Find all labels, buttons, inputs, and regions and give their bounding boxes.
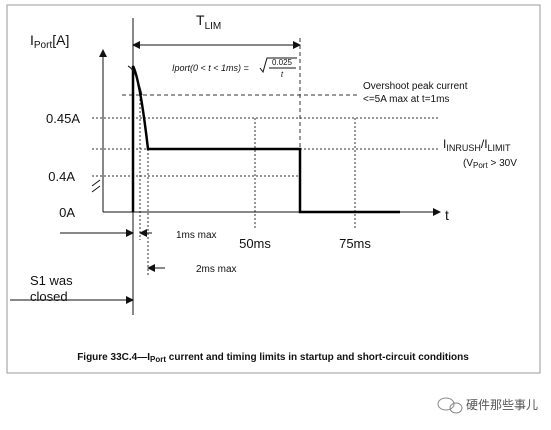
x-axis-label: t: [445, 207, 449, 223]
voltage-sub: Port: [473, 161, 488, 170]
level-label: 0.4A: [48, 169, 75, 184]
s1-note: closed: [30, 289, 68, 304]
sqrt-sign: [259, 57, 297, 74]
tlim-sub: LIM: [205, 21, 222, 32]
s1-note: S1 was: [30, 273, 73, 288]
timing-note: 1ms max: [176, 230, 217, 241]
time-label: 50ms: [239, 236, 271, 251]
voltage-note: (VPort > 30V: [463, 158, 517, 170]
formula-lhs: Iport(0 < t < 1ms) =: [172, 63, 249, 73]
time-label: 75ms: [339, 236, 371, 251]
caption: Figure 33C.4—IPort current and timing li…: [77, 352, 469, 364]
timing-note: 2ms max: [196, 264, 237, 275]
caption-rest: current and timing limits in startup and…: [166, 352, 469, 363]
voltage-rest: > 30V: [488, 158, 518, 169]
formula-denominator: t: [281, 70, 284, 79]
current-waveform: [131, 65, 400, 214]
tlim-main: T: [196, 12, 205, 28]
level-label: 0.45A: [46, 111, 80, 126]
y-label-sub: Port: [34, 40, 53, 51]
limit-sub: LIMIT: [488, 143, 512, 153]
overshoot-note: <=5A max at t=1ms: [363, 94, 449, 105]
caption-sub: Port: [150, 355, 166, 364]
overshoot-note: Overshoot peak current: [363, 81, 468, 92]
decay-envelope: [127, 65, 143, 96]
voltage-open: (V: [463, 158, 473, 169]
tlim-label: TLIM: [196, 12, 221, 32]
limit-main: I: [443, 137, 446, 151]
caption-prefix: Figure 33C.4—I: [77, 352, 150, 363]
watermark-icon: [437, 397, 463, 414]
limit-label: IINRUSH/ILIMIT: [443, 137, 511, 153]
formula-numerator: 0.025: [272, 58, 293, 67]
limit-sub: INRUSH: [446, 143, 481, 153]
level-label: 0A: [59, 205, 75, 220]
limit-main: /I: [481, 137, 488, 151]
y-label-unit: [A]: [52, 32, 69, 48]
y-label-main: I: [30, 32, 34, 48]
axis-break: [91, 179, 101, 193]
y-axis-label: IPort[A]: [30, 32, 69, 51]
watermark: 硬件那些事儿: [466, 398, 538, 412]
